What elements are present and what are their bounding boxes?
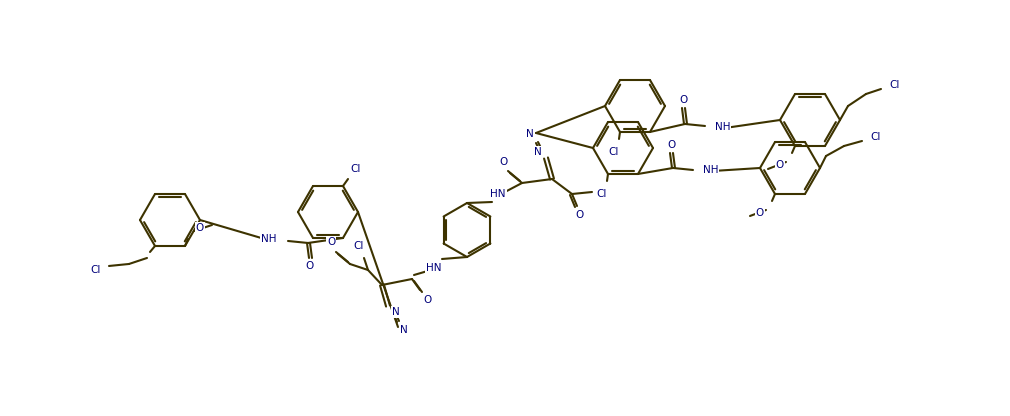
Text: N: N (400, 325, 408, 335)
Text: Cl: Cl (889, 80, 899, 90)
Text: Cl: Cl (350, 164, 362, 174)
Text: Cl: Cl (609, 147, 619, 157)
Text: Cl: Cl (354, 241, 365, 251)
Text: NH: NH (715, 122, 730, 132)
Text: HN: HN (490, 189, 506, 199)
Text: O: O (423, 295, 431, 305)
Text: O: O (327, 237, 335, 247)
Text: NH: NH (261, 234, 276, 244)
Text: N: N (526, 129, 534, 139)
Text: N: N (534, 147, 542, 157)
Text: NH: NH (703, 165, 718, 175)
Text: O: O (755, 208, 765, 218)
Text: O: O (679, 95, 687, 105)
Text: Cl: Cl (91, 265, 101, 275)
Text: HN: HN (426, 263, 441, 273)
Text: N: N (392, 307, 400, 317)
Text: Cl: Cl (870, 132, 881, 142)
Text: O: O (667, 140, 675, 150)
Text: O: O (196, 223, 204, 233)
Text: O: O (500, 157, 508, 167)
Text: O: O (776, 160, 784, 170)
Text: O: O (575, 210, 583, 220)
Text: Cl: Cl (597, 189, 607, 199)
Text: O: O (306, 261, 314, 271)
